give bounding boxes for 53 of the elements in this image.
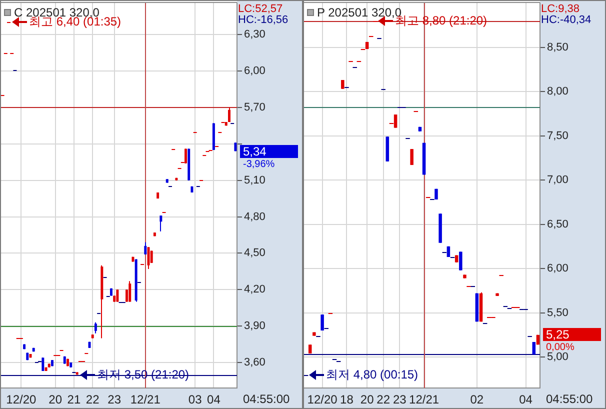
text: 5,25 bbox=[546, 327, 570, 342]
y-tick-label: 6,30 bbox=[244, 28, 266, 41]
text: 04:55:00 bbox=[243, 392, 290, 406]
text: 04:55:00 bbox=[546, 392, 594, 406]
y-tick-label: 5,10 bbox=[244, 174, 266, 186]
annotation: 최저 4,80 (00:15) bbox=[326, 367, 418, 382]
y-tick-label: 3,90 bbox=[244, 320, 266, 332]
candlestick bbox=[150, 250, 153, 264]
y-tick-label: 4,80 bbox=[244, 210, 266, 223]
text: HC:-40,34 bbox=[541, 14, 592, 26]
x-tick-label: 12/20 bbox=[307, 392, 338, 407]
x-tick-label: 22 bbox=[86, 392, 100, 407]
y-tick-label: 5,00 bbox=[547, 351, 568, 364]
x-tick-label: 12/21 bbox=[130, 392, 161, 407]
candlestick bbox=[228, 106, 230, 123]
x-tick-label: 02 bbox=[470, 392, 484, 407]
candlestick bbox=[160, 215, 162, 232]
text: HC:-16,56 bbox=[238, 14, 288, 26]
y-tick-label: 6,00 bbox=[244, 65, 266, 78]
y-tick-label: 8,50 bbox=[547, 41, 568, 54]
y-tick-label: 4,20 bbox=[244, 284, 266, 296]
x-tick-label: 23 bbox=[108, 392, 122, 407]
candlestick bbox=[394, 114, 398, 128]
x-tick-label: 21 bbox=[67, 392, 81, 407]
candlestick bbox=[532, 341, 536, 355]
y-tick-label: 7,50 bbox=[547, 130, 568, 142]
candlestick bbox=[116, 289, 119, 302]
x-tick-label: 22 bbox=[376, 392, 390, 407]
y-tick-label: 7,00 bbox=[547, 174, 568, 186]
x-tick-label: 23 bbox=[392, 392, 407, 407]
y-tick-label: 3,60 bbox=[244, 356, 266, 369]
candlestick bbox=[144, 242, 147, 255]
x-tick-label: 12/21 bbox=[409, 392, 440, 407]
text: -3,96% bbox=[243, 158, 275, 170]
y-tick-label: 8,00 bbox=[547, 86, 568, 98]
candlestick bbox=[128, 280, 132, 302]
text: LC:52,57 bbox=[238, 3, 283, 16]
y-tick-label: 6,50 bbox=[547, 218, 568, 230]
y-tick-label: 4,50 bbox=[244, 247, 266, 260]
x-tick-label: 03 bbox=[188, 392, 202, 407]
x-tick-label: 18 bbox=[340, 392, 354, 407]
y-tick-label: 5,50 bbox=[547, 306, 568, 319]
x-tick-label: 20 bbox=[360, 392, 374, 407]
x-tick-label: 20 bbox=[48, 392, 62, 407]
x-tick-label: 04 bbox=[519, 392, 533, 407]
candlestick bbox=[94, 322, 97, 334]
x-tick-label: 12/20 bbox=[6, 392, 37, 407]
x-tick-label: 04 bbox=[207, 392, 221, 407]
y-tick-label: 6,00 bbox=[547, 262, 568, 275]
y-tick-label: 5,70 bbox=[244, 101, 266, 114]
text: 5,34 bbox=[243, 144, 267, 158]
text: 0,00% bbox=[546, 342, 574, 353]
text: LC:9,38 bbox=[541, 3, 580, 16]
